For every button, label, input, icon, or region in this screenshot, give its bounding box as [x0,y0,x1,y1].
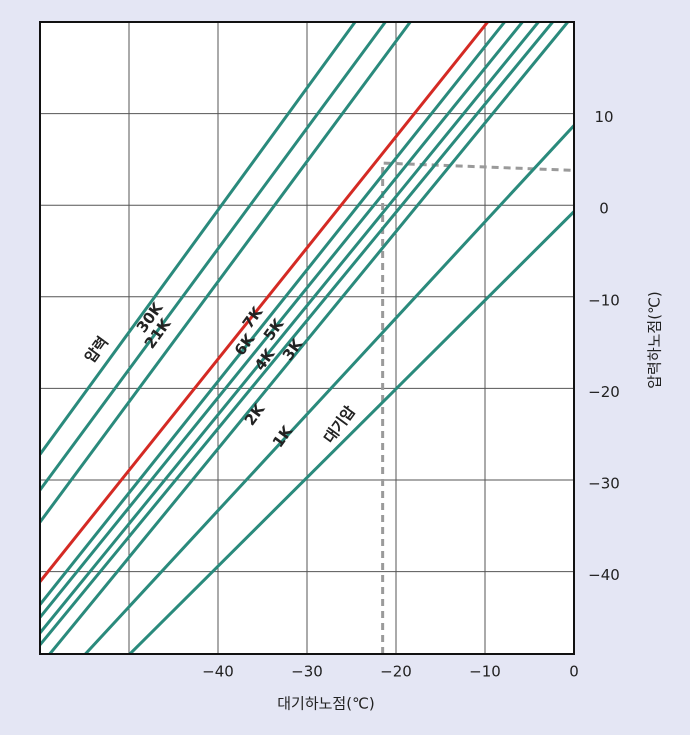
x-tick-label: 0 [569,663,579,681]
plot-border [39,21,575,655]
y-tick-label: −30 [588,474,620,492]
x-tick-label: −40 [202,663,234,681]
series-line [40,22,357,456]
x-tick-label: −10 [469,663,501,681]
series-line [40,22,506,606]
series-line [40,22,412,523]
series-line [128,210,574,654]
series-line [40,22,489,583]
y-tick-label: −10 [588,291,620,309]
y-axis-label: 압력하노점(℃) [646,291,664,389]
y-tick-label: 10 [594,108,613,126]
y-tick-label: −40 [588,566,620,584]
x-tick-label: −30 [291,663,323,681]
series-line [40,22,524,619]
guide-line [381,161,575,654]
x-tick-label: −20 [380,663,412,681]
series-line [40,22,540,634]
series-line [40,22,554,646]
series-line [40,22,387,491]
series-line [48,22,569,654]
series-line [84,124,574,654]
y-tick-label: −20 [588,383,620,401]
x-axis-label: 대기하노점(℃) [277,695,375,713]
y-tick-label: 0 [599,200,609,218]
